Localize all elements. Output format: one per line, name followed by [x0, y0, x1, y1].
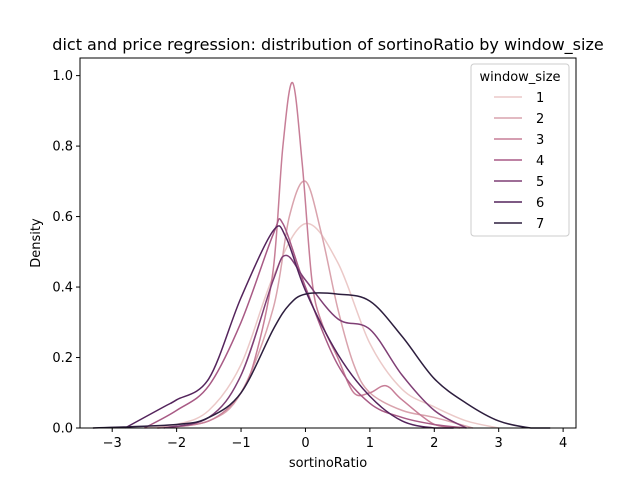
- x-axis: −3 −2 −1 0 1 2 3 4: [103, 428, 567, 451]
- legend-label-6: 6: [536, 196, 544, 211]
- x-tick-label: 3: [495, 436, 503, 451]
- y-tick-label: 0.0: [52, 422, 73, 437]
- x-tick-label: −3: [103, 436, 122, 451]
- x-tick-label: 0: [301, 436, 309, 451]
- series-line-5: [163, 254, 467, 429]
- y-tick-label: 1.0: [52, 69, 73, 84]
- legend-label-1: 1: [536, 91, 544, 106]
- y-tick-label: 0.2: [52, 351, 73, 366]
- legend-label-4: 4: [536, 154, 544, 169]
- legend-label-3: 3: [536, 133, 544, 148]
- plot-frame: [79, 57, 577, 429]
- x-tick-label: 4: [559, 436, 567, 451]
- legend-label-2: 2: [536, 112, 544, 127]
- series-line-3: [157, 81, 461, 429]
- x-tick-label: −2: [167, 436, 186, 451]
- x-tick-label: 1: [366, 436, 374, 451]
- series-line-4: [144, 218, 467, 429]
- legend-title: window_size: [479, 70, 560, 85]
- x-tick-label: 2: [430, 436, 438, 451]
- chart-title: dict and price regression: distribution …: [52, 35, 603, 55]
- y-tick-label: 0.4: [52, 281, 73, 296]
- y-axis: 0.0 0.2 0.4 0.6 0.8 1.0: [52, 69, 80, 437]
- legend-label-5: 5: [536, 175, 544, 190]
- series-line-7: [92, 292, 551, 429]
- y-tick-label: 0.6: [52, 210, 73, 225]
- legend-label-7: 7: [536, 217, 544, 232]
- legend-box: [470, 63, 570, 237]
- plot-lines: [92, 81, 551, 429]
- y-tick-label: 0.8: [52, 140, 73, 155]
- series-line-1: [144, 222, 499, 429]
- legend-entries: 1 2 3 4 5 6 7: [494, 91, 544, 232]
- x-axis-label: sortinoRatio: [289, 456, 367, 471]
- legend: window_size 1 2 3 4 5 6 7: [470, 63, 570, 237]
- x-tick-label: −1: [231, 436, 250, 451]
- series-line-6: [124, 225, 454, 429]
- y-axis-label: Density: [29, 218, 44, 268]
